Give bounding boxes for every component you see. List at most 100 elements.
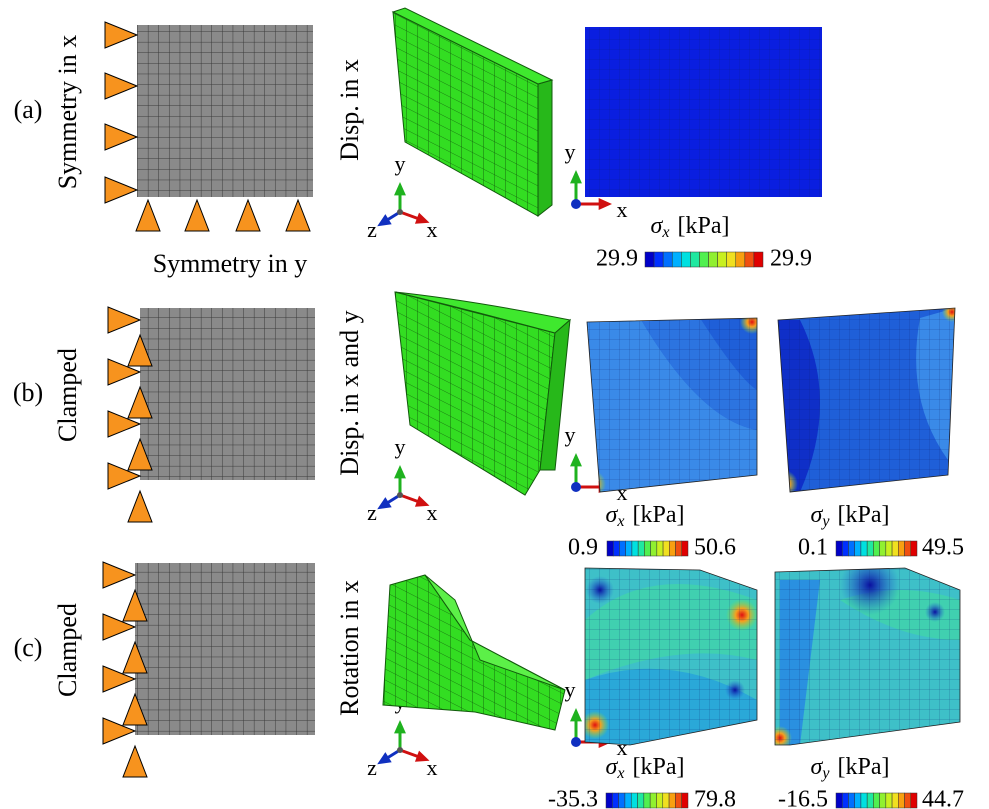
colorbar-segment <box>654 252 663 267</box>
subscript: x <box>661 224 669 241</box>
colorbar-segment <box>645 252 654 267</box>
contour-mesh <box>775 565 960 747</box>
subscript: x <box>616 513 624 530</box>
support-triangle <box>105 124 137 150</box>
axis-label: x <box>617 197 628 222</box>
colorbar-max: 29.9 <box>770 246 812 272</box>
axis-label: y <box>565 422 576 447</box>
triad-arrowhead <box>394 465 406 478</box>
colorbar-min: -16.5 <box>778 787 828 809</box>
triad-origin <box>397 209 403 215</box>
colorbar-segment <box>873 541 879 556</box>
axis-label: y <box>565 677 576 702</box>
colorbar-segment <box>607 541 613 556</box>
colorbar-segment <box>873 793 879 808</box>
colorbar-segment <box>631 793 637 808</box>
legend-title: σy[kPa] <box>811 502 890 530</box>
colorbar-segment <box>892 793 898 808</box>
colorbar-max: 79.8 <box>694 787 736 809</box>
colorbar-max: 50.6 <box>694 535 736 561</box>
colorbar-segment <box>836 793 842 808</box>
deformed-body <box>383 575 565 730</box>
contour-plot <box>768 555 960 750</box>
colorbar-segment <box>905 793 911 808</box>
legend-title: σx[kPa] <box>651 213 730 241</box>
colorbar-segment <box>855 793 861 808</box>
colorbar-segment <box>736 252 745 267</box>
triad-arrowhead <box>599 198 612 210</box>
deformed-side <box>538 80 552 216</box>
colorbar-min: 0.9 <box>568 535 598 561</box>
colorbar-segment <box>638 541 644 556</box>
colorbar-min: -35.3 <box>548 787 598 809</box>
support-triangle <box>105 73 137 99</box>
axis-label: z <box>367 500 377 525</box>
triad-origin <box>397 492 403 498</box>
colorbar-segment <box>676 541 682 556</box>
colorbar-min: 0.1 <box>798 535 828 561</box>
colorbar-segment <box>619 541 625 556</box>
colorbar-segment <box>892 541 898 556</box>
triad-arrowhead <box>394 720 406 733</box>
colorbar-segment <box>612 793 618 808</box>
colorbar-segment <box>842 793 848 808</box>
unit: [kPa] <box>632 502 684 528</box>
triad-origin <box>571 737 581 747</box>
colorbar-segment <box>682 793 688 808</box>
unit: [kPa] <box>677 213 729 239</box>
subscript: x <box>616 765 624 782</box>
colorbar-segment <box>699 252 708 267</box>
colorbar-segment <box>619 793 625 808</box>
colorbar-max: 49.5 <box>922 535 964 561</box>
colorbar-segment <box>632 541 638 556</box>
colorbar-max: 44.7 <box>922 787 964 809</box>
colorbar-segment <box>911 541 917 556</box>
panel-label: (b) <box>13 378 43 407</box>
colorbar-segment <box>867 793 873 808</box>
load-label: Disp. in x and y <box>335 310 364 475</box>
contour-plot <box>578 310 764 498</box>
axis-label: y <box>395 151 406 176</box>
axis-label: x <box>427 500 438 525</box>
support-label: Clamped <box>53 348 82 442</box>
colorbar-segment <box>718 252 727 267</box>
colorbar-segment <box>848 541 854 556</box>
colorbar-segment <box>745 252 754 267</box>
colorbar-segment <box>682 541 688 556</box>
axis-label: z <box>367 217 377 242</box>
triad-origin <box>571 482 581 492</box>
contour-mesh <box>587 318 759 494</box>
colorbar-segment <box>727 252 736 267</box>
subscript: y <box>820 513 830 530</box>
axis-label: z <box>367 755 377 780</box>
support-triangle <box>123 746 147 777</box>
panel-label: (a) <box>14 95 43 124</box>
subscript: y <box>820 765 830 782</box>
axis-label: y <box>395 434 406 459</box>
triad-origin <box>571 199 581 209</box>
colorbar-segment <box>663 541 669 556</box>
colorbar-segment <box>842 541 848 556</box>
colorbar-segment <box>669 793 675 808</box>
support-triangle <box>105 22 137 48</box>
contour-plot <box>581 565 758 747</box>
colorbar-segment <box>880 793 886 808</box>
colorbar-segment <box>861 793 867 808</box>
unit: [kPa] <box>837 502 889 528</box>
colorbar-segment <box>644 541 650 556</box>
support-label: Symmetry in x <box>53 35 82 190</box>
support-label: Clamped <box>53 603 82 697</box>
colorbar-segment <box>663 252 672 267</box>
colorbar-segment <box>613 541 619 556</box>
support-triangle <box>185 200 209 231</box>
support-triangle <box>103 562 135 588</box>
colorbar-segment <box>606 793 612 808</box>
colorbar-segment <box>675 793 681 808</box>
support-triangle <box>286 200 310 231</box>
colorbar-segment <box>663 793 669 808</box>
legend-title: σy[kPa] <box>811 754 890 782</box>
legend-title: σx[kPa] <box>606 502 685 530</box>
unit: [kPa] <box>632 754 684 780</box>
contour-mesh <box>585 27 822 197</box>
support-triangle <box>108 307 140 333</box>
